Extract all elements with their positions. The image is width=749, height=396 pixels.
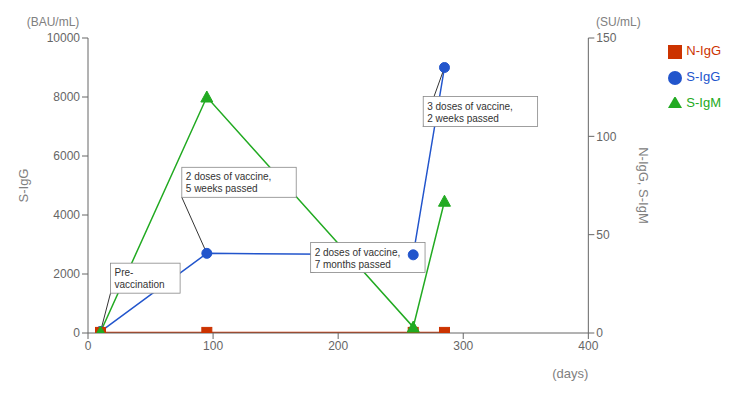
svg-text:vaccination: vaccination (115, 279, 165, 290)
svg-text:100: 100 (596, 130, 616, 144)
svg-text:(BAU/mL): (BAU/mL) (27, 15, 80, 29)
html-text:N-IgG: N-IgG (686, 43, 721, 58)
svg-text:0: 0 (85, 339, 92, 353)
html-text:S-IgG: S-IgG (686, 69, 721, 84)
svg-text:300: 300 (453, 339, 473, 353)
svg-text:2 doses of vaccine,: 2 doses of vaccine, (186, 171, 272, 182)
svg-text:0: 0 (596, 326, 603, 340)
svg-text:(days): (days) (552, 366, 588, 381)
svg-text:100: 100 (203, 339, 223, 353)
svg-text:2000: 2000 (53, 267, 80, 281)
svg-text:200: 200 (328, 339, 348, 353)
svg-text:50: 50 (596, 228, 610, 242)
svg-text:0: 0 (73, 326, 80, 340)
svg-text:400: 400 (578, 339, 598, 353)
svg-text:(SU/mL): (SU/mL) (596, 15, 641, 29)
svg-text:10000: 10000 (47, 31, 81, 45)
svg-text:S-IgG: S-IgG (16, 169, 31, 203)
svg-text:150: 150 (596, 31, 616, 45)
svg-text:5 weeks passed: 5 weeks passed (186, 183, 258, 194)
svg-text:2 doses of vaccine,: 2 doses of vaccine, (315, 247, 401, 258)
html-text:S-IgM: S-IgM (686, 95, 721, 110)
svg-text:Pre-: Pre- (115, 267, 134, 278)
svg-text:4000: 4000 (53, 208, 80, 222)
svg-text:2 weeks passed: 2 weeks passed (427, 113, 499, 124)
svg-text:6000: 6000 (53, 149, 80, 163)
svg-text:3 doses of vaccine,: 3 doses of vaccine, (427, 101, 513, 112)
svg-text:N-IgG, S-IgM: N-IgG, S-IgM (636, 147, 651, 224)
svg-text:7 months passed: 7 months passed (315, 259, 391, 270)
svg-text:8000: 8000 (53, 90, 80, 104)
